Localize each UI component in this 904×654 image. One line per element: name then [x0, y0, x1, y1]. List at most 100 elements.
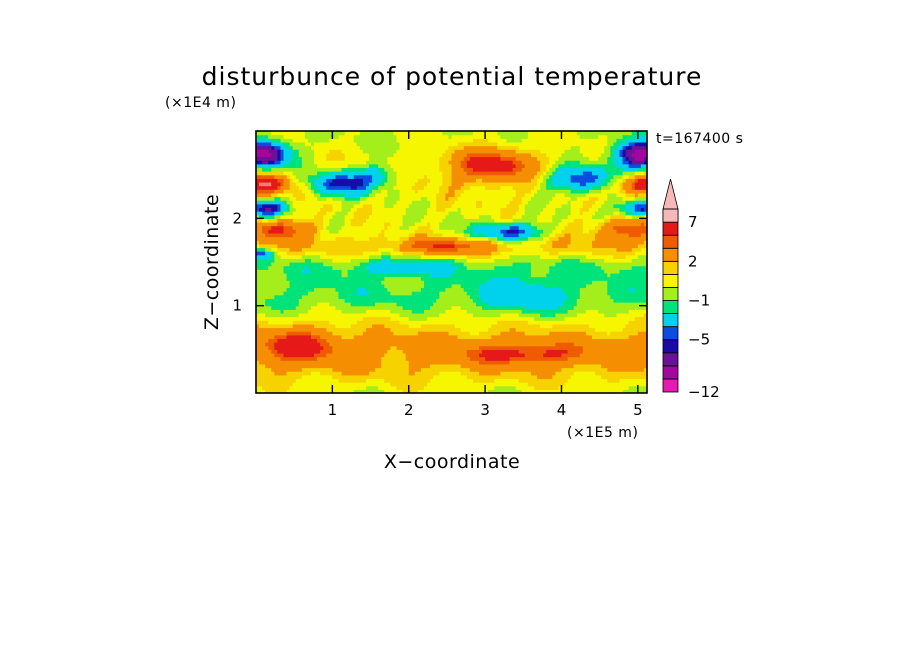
contour-cell	[537, 189, 572, 194]
contour-cell	[616, 312, 645, 318]
contour-cell	[558, 305, 575, 310]
contour-cell	[372, 203, 385, 209]
contour-cell	[524, 280, 593, 285]
contour-cell	[582, 225, 596, 230]
contour-cell	[256, 374, 303, 380]
contour-cell	[595, 236, 647, 241]
contour-cell	[310, 258, 333, 263]
contour-cell	[356, 291, 370, 296]
contour-cell	[543, 171, 547, 176]
contour-cell	[295, 181, 306, 187]
contour-cell	[271, 349, 278, 354]
contour-cell	[588, 229, 599, 234]
contour-cell	[256, 178, 278, 183]
contour-cell	[417, 331, 450, 336]
contour-cell	[631, 145, 647, 150]
contour-cell	[262, 160, 269, 165]
contour-cell	[424, 385, 495, 390]
contour-cell	[613, 156, 624, 161]
contour-cell	[561, 258, 581, 263]
contour-cell	[509, 254, 541, 259]
contour-cell	[369, 163, 379, 168]
contour-cell	[579, 149, 605, 154]
contour-cell	[353, 138, 398, 143]
contour-cell	[256, 189, 275, 194]
contour-cell	[521, 167, 541, 172]
contour-cell	[540, 174, 544, 179]
contour-cell	[350, 185, 358, 190]
contour-cell	[448, 134, 453, 139]
contour-cell	[298, 149, 315, 154]
contour-cell	[598, 221, 605, 227]
contour-cell	[301, 374, 333, 380]
contour-cell	[362, 221, 385, 227]
contour-cell	[454, 240, 492, 245]
contour-cell	[271, 305, 297, 310]
contour-cell	[399, 247, 428, 252]
contour-cell	[515, 171, 538, 176]
contour-cell	[304, 251, 327, 256]
contour-cell	[292, 149, 300, 154]
contour-cell	[424, 309, 446, 314]
contour-cell	[604, 269, 621, 274]
contour-cell	[369, 258, 382, 263]
contour-cell	[424, 174, 428, 179]
contour-cell	[298, 185, 309, 190]
contour-cell	[381, 356, 407, 361]
contour-cell	[604, 149, 611, 154]
contour-cell	[567, 214, 593, 219]
contour-cell	[417, 225, 431, 230]
contour-cell	[640, 232, 647, 238]
contour-cell	[256, 302, 266, 307]
contour-cell	[329, 342, 556, 347]
contour-cell	[601, 225, 614, 230]
contour-cell	[353, 174, 373, 179]
contour-cell	[256, 272, 288, 278]
contour-cell	[613, 298, 647, 303]
contour-cell	[317, 338, 327, 343]
contour-cell	[301, 247, 379, 252]
contour-cell	[362, 181, 370, 187]
contour-cell	[274, 196, 282, 201]
contour-cell	[427, 181, 443, 187]
contour-cell	[283, 211, 294, 216]
contour-cell	[317, 171, 330, 176]
contour-cell	[283, 163, 303, 168]
contour-cell	[598, 309, 630, 314]
x-axis-ticks: 1 2 3 4 5	[328, 131, 643, 419]
contour-cell	[274, 342, 321, 347]
contour-cell	[256, 352, 275, 358]
contour-cell	[478, 283, 544, 289]
contour-cell	[402, 218, 422, 223]
contour-cell	[314, 189, 321, 194]
contour-cell	[634, 185, 647, 190]
contour-cell	[592, 243, 639, 249]
contour-cell	[344, 192, 364, 198]
contour-cell	[384, 203, 395, 209]
contour-cell	[537, 374, 553, 380]
contour-cell	[561, 352, 581, 358]
contour-cell	[451, 272, 532, 278]
contour-cell	[292, 218, 324, 223]
contour-cell	[555, 192, 566, 198]
contour-cell	[634, 251, 647, 256]
contour-cell	[256, 232, 266, 238]
contour-cell	[408, 371, 416, 376]
contour-cell	[588, 156, 599, 161]
contour-cell	[524, 207, 544, 212]
contour-cell	[301, 156, 315, 161]
contour-cell	[271, 181, 282, 187]
contour-cell	[619, 211, 627, 216]
contour-cell	[592, 214, 605, 219]
contour-cell	[598, 156, 608, 161]
colorbar-segment	[662, 313, 679, 328]
contour-cell	[304, 131, 346, 136]
contour-cell	[381, 360, 410, 365]
contour-cell	[390, 316, 410, 321]
contour-cell	[469, 156, 501, 161]
contour-cell	[390, 258, 456, 263]
contour-cell	[256, 221, 278, 227]
contour-cell	[314, 160, 367, 165]
contour-cell	[488, 327, 511, 332]
contour-cell	[619, 189, 627, 194]
